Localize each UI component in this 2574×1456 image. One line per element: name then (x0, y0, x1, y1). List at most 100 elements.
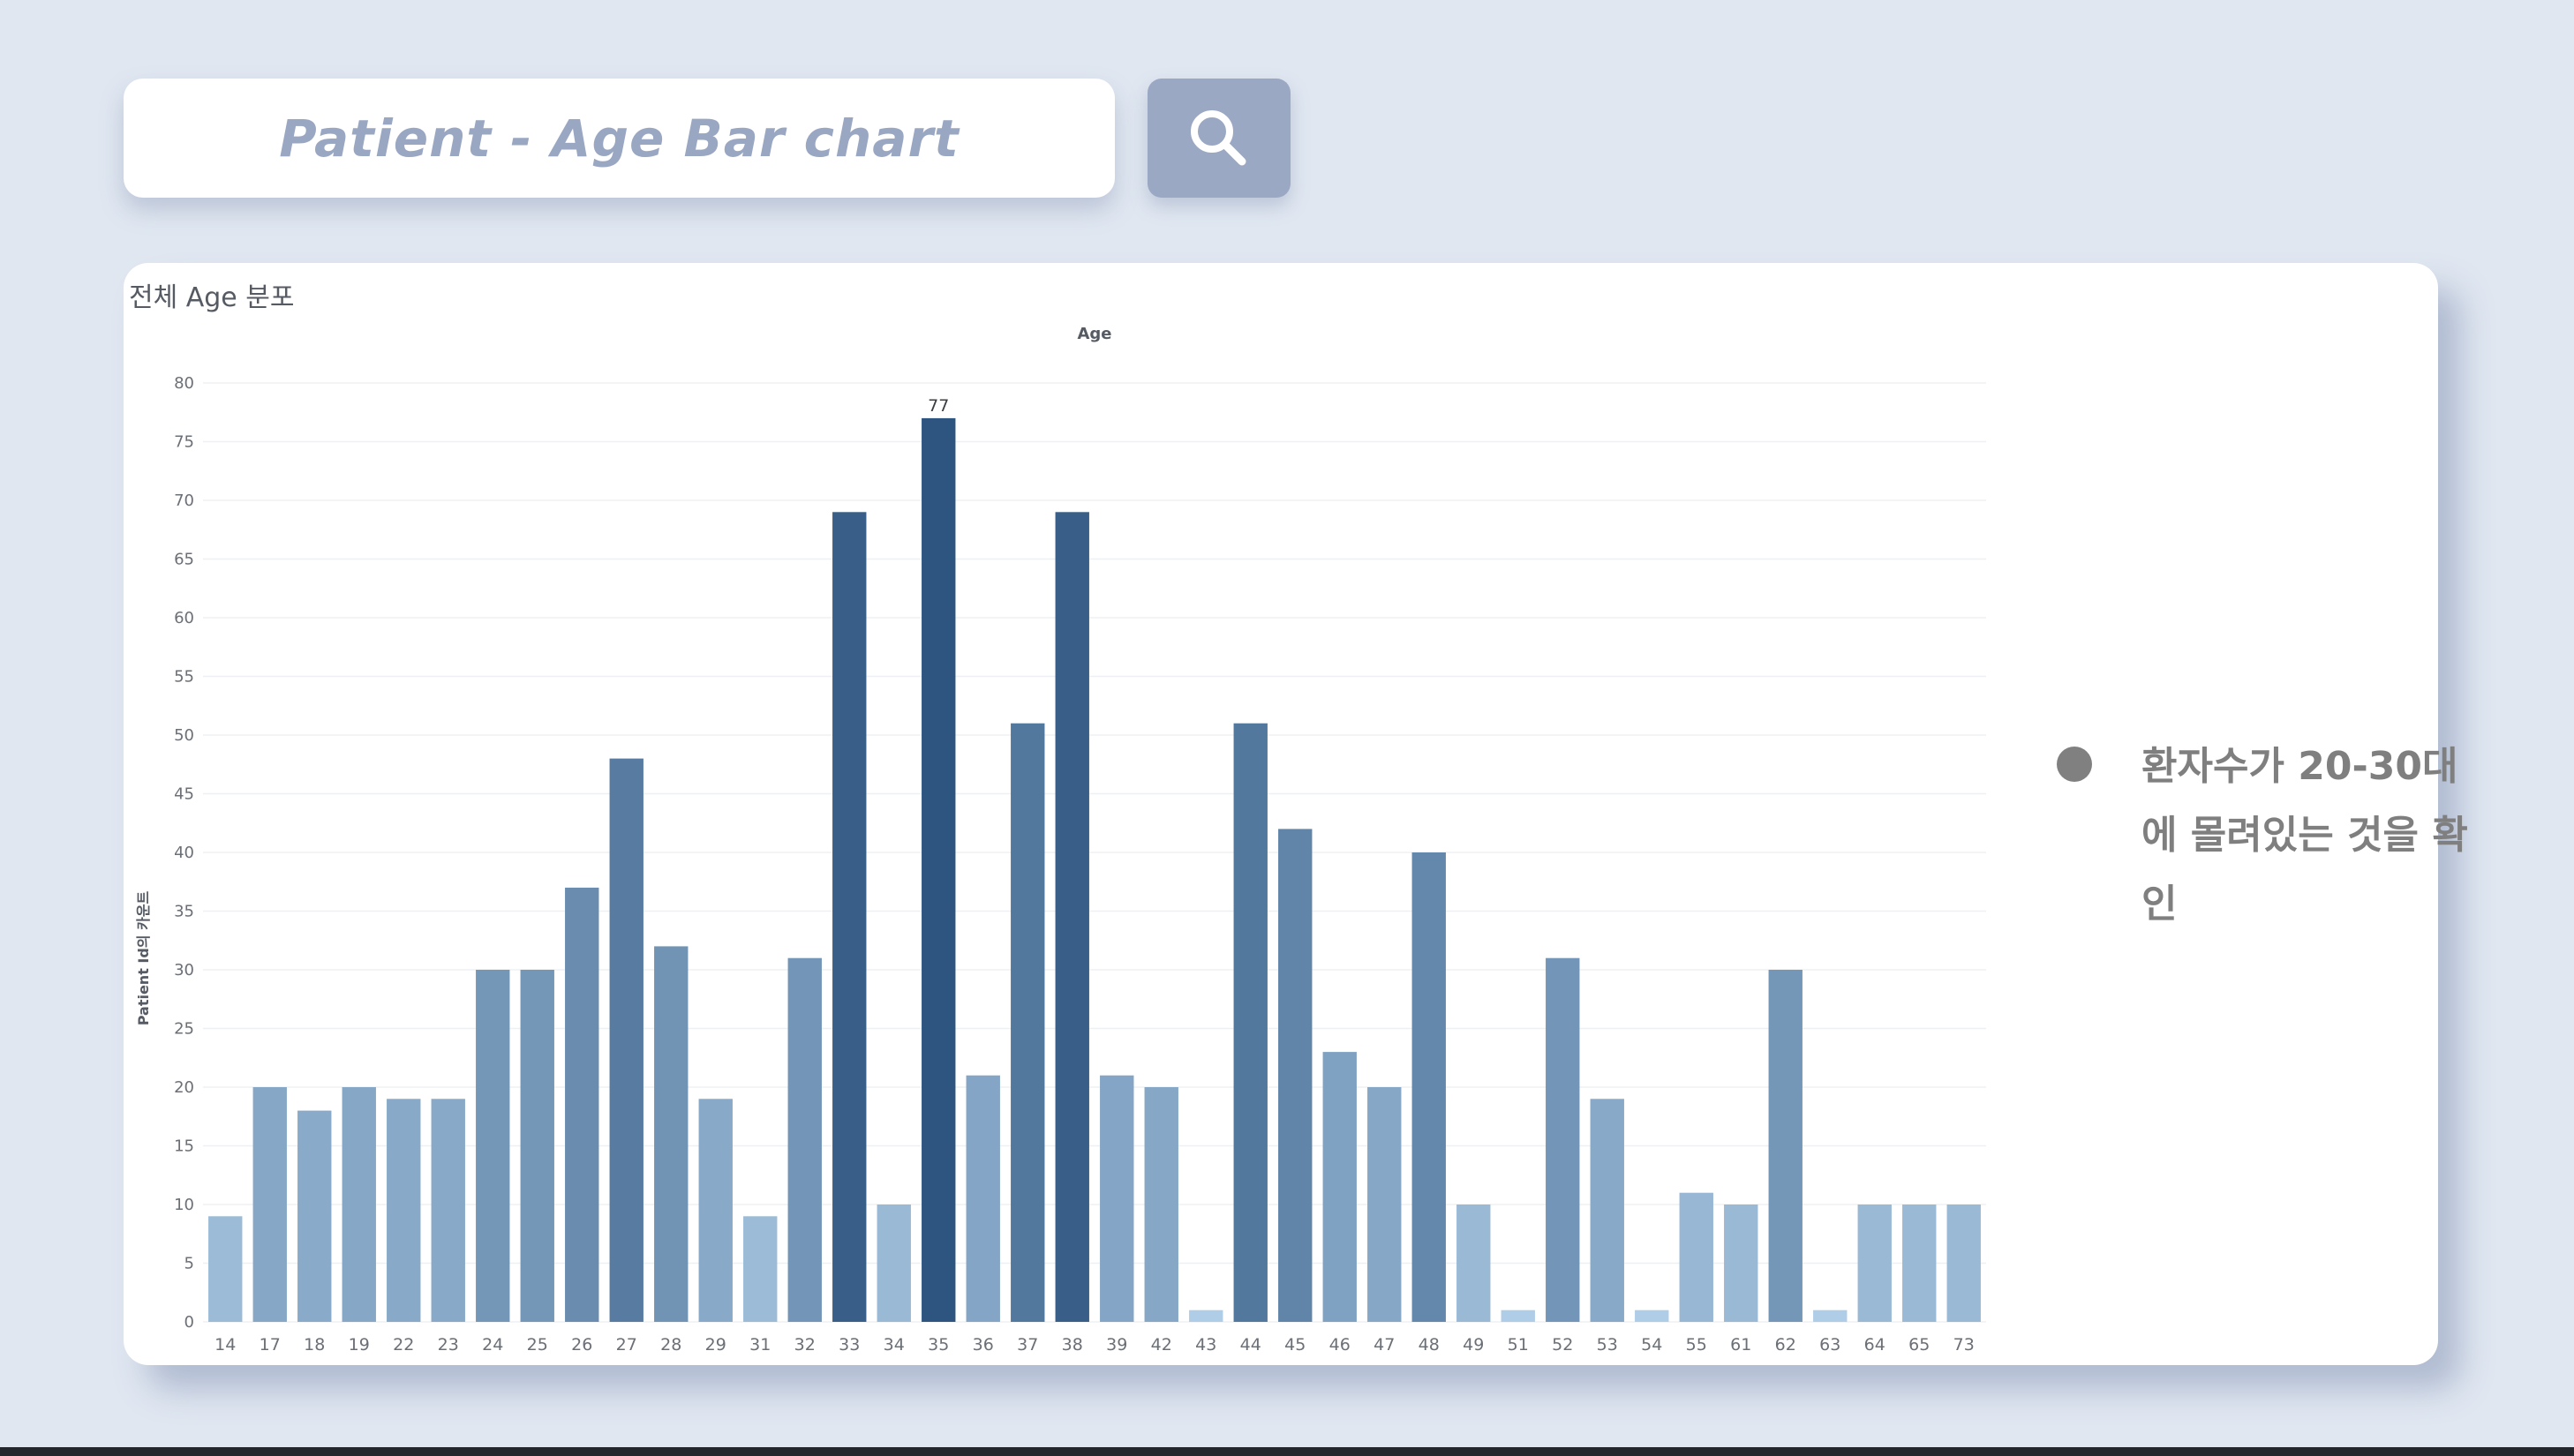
search-title: Patient - Age Bar chart (279, 108, 960, 169)
x-tick-label: 51 (1508, 1335, 1529, 1355)
y-tick-label: 55 (174, 668, 194, 687)
bar-27 (609, 758, 644, 1322)
y-tick-label: 5 (184, 1255, 194, 1273)
bar-32 (787, 957, 822, 1322)
bar-37 (1011, 723, 1045, 1322)
x-tick-label: 39 (1106, 1335, 1127, 1355)
bar-61 (1724, 1205, 1758, 1322)
y-tick-label: 30 (174, 961, 194, 979)
bar-64 (1857, 1205, 1892, 1322)
bar-14 (208, 1216, 243, 1322)
y-tick-label: 70 (174, 492, 194, 510)
bar-73 (1946, 1205, 1981, 1322)
y-tick-label: 40 (174, 844, 194, 862)
y-tick-label: 25 (174, 1020, 194, 1039)
search-icon (1191, 109, 1246, 165)
data-label: 77 (928, 396, 949, 416)
bar-24 (476, 970, 510, 1322)
x-tick-label: 55 (1686, 1335, 1707, 1355)
bar-29 (698, 1099, 733, 1322)
card-title: 전체 Age 분포 (129, 282, 295, 313)
bar-19 (342, 1087, 376, 1322)
bar-36 (966, 1075, 1000, 1322)
x-tick-label: 42 (1151, 1335, 1172, 1355)
x-tick-label: 28 (660, 1335, 681, 1355)
x-tick-label: 53 (1597, 1335, 1618, 1355)
y-tick-label: 35 (174, 903, 194, 921)
bar-46 (1322, 1052, 1357, 1322)
bar-44 (1233, 723, 1268, 1322)
x-tick-label: 31 (749, 1335, 771, 1355)
bar-49 (1456, 1205, 1491, 1322)
y-tick-label: 15 (174, 1137, 194, 1156)
bar-39 (1100, 1075, 1134, 1322)
x-tick-label: 22 (393, 1335, 414, 1355)
bar-25 (520, 970, 554, 1322)
x-tick-label: 17 (260, 1335, 281, 1355)
bar-51 (1501, 1310, 1535, 1322)
bar-47 (1367, 1087, 1402, 1322)
bar-45 (1278, 829, 1313, 1322)
bar-23 (431, 1099, 465, 1322)
bar-38 (1055, 512, 1089, 1322)
x-tick-label: 36 (973, 1335, 994, 1355)
x-tick-label: 65 (1908, 1335, 1930, 1355)
x-tick-label: 46 (1329, 1335, 1351, 1355)
x-tick-label: 73 (1953, 1335, 1975, 1355)
x-tick-label: 29 (705, 1335, 726, 1355)
x-tick-label: 43 (1195, 1335, 1216, 1355)
x-tick-label: 37 (1017, 1335, 1038, 1355)
bar-42 (1144, 1087, 1178, 1322)
x-tick-label: 34 (884, 1335, 905, 1355)
x-tick-label: 19 (349, 1335, 370, 1355)
search-box[interactable]: Patient - Age Bar chart (124, 79, 1115, 198)
x-tick-label: 54 (1641, 1335, 1662, 1355)
bar-31 (743, 1216, 778, 1322)
bar-63 (1813, 1310, 1848, 1322)
age-bar-chart: Age 0 5 10 15 20 25 30 35 40 45 50 55 60 65 70 75 80 Patie… (135, 325, 1986, 1355)
y-tick-label: 45 (174, 785, 194, 804)
bar-54 (1635, 1310, 1669, 1322)
bar-26 (565, 887, 599, 1322)
y-tick-label: 20 (174, 1078, 194, 1097)
bar-22 (387, 1099, 421, 1322)
y-tick-label: 65 (174, 551, 194, 569)
x-tick-label: 45 (1284, 1335, 1306, 1355)
search-button[interactable] (1148, 79, 1291, 198)
insight-text: 환자수가 20-30대에 몰려있는 것을 확인 (2141, 744, 2468, 927)
bar-34 (877, 1205, 911, 1322)
bar-55 (1679, 1192, 1713, 1322)
bar-53 (1590, 1099, 1624, 1322)
y-tick-label: 10 (174, 1196, 194, 1214)
x-tick-label: 14 (214, 1335, 236, 1355)
bar-62 (1768, 970, 1803, 1322)
x-tick-label: 24 (482, 1335, 503, 1355)
bar-17 (252, 1087, 287, 1322)
x-tick-label: 64 (1864, 1335, 1885, 1355)
x-tick-label: 61 (1730, 1335, 1751, 1355)
bar-52 (1546, 957, 1580, 1322)
bar-35 (922, 417, 956, 1322)
x-tick-label: 25 (527, 1335, 548, 1355)
y-tick-label: 50 (174, 726, 194, 745)
x-tick-label: 26 (571, 1335, 592, 1355)
bar-28 (654, 946, 689, 1322)
y-tick-label: 60 (174, 609, 194, 627)
x-tick-label: 35 (928, 1335, 949, 1355)
x-tick-label: 44 (1240, 1335, 1261, 1355)
x-tick-label: 27 (616, 1335, 637, 1355)
x-tick-label: 32 (794, 1335, 816, 1355)
x-tick-label: 52 (1552, 1335, 1573, 1355)
x-tick-label: 18 (304, 1335, 325, 1355)
taskbar-strip (0, 1447, 2574, 1456)
x-tick-label: 62 (1775, 1335, 1796, 1355)
y-tick-label: 75 (174, 433, 194, 452)
y-axis-label: Patient Id의 카운트 (135, 890, 152, 1025)
x-tick-label: 33 (839, 1335, 860, 1355)
y-tick-label: 0 (184, 1313, 194, 1332)
bullet-icon (2057, 747, 2092, 782)
x-tick-label: 63 (1819, 1335, 1840, 1355)
x-tick-label: 48 (1419, 1335, 1440, 1355)
x-tick-label: 47 (1374, 1335, 1395, 1355)
x-tick-label: 23 (438, 1335, 459, 1355)
